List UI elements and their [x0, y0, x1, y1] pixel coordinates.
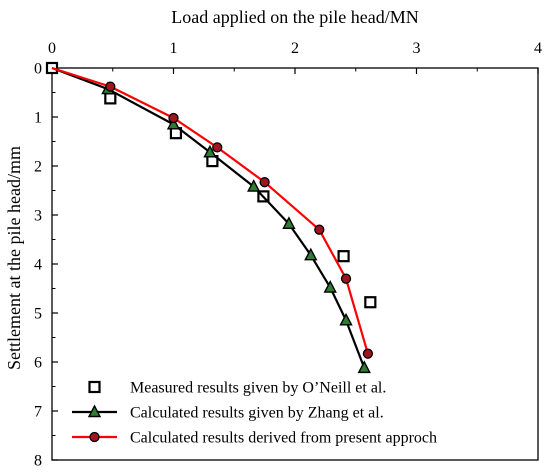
legend-marker-2 [87, 404, 102, 418]
x-axis-title: Load applied on the pile head/MN [171, 7, 418, 27]
legend: Measured results given by O’Neill et al.… [72, 380, 437, 447]
series-2-point [247, 179, 261, 192]
x-tick-label: 0 [48, 40, 56, 57]
series-2-point [166, 116, 181, 130]
series-3-line [51, 66, 369, 354]
series-2 [51, 66, 371, 374]
legend-label-3: Calculated results derived from present … [130, 430, 437, 447]
series-3-point [105, 81, 116, 92]
series-3-point [362, 348, 374, 359]
series-3-point [314, 224, 325, 235]
series-2-point [282, 216, 296, 230]
y-tick-label: 7 [34, 404, 42, 421]
y-tick-label: 5 [34, 306, 42, 323]
series-3-point [168, 112, 179, 124]
legend-label-2: Calculated results given by Zhang et al. [130, 405, 384, 422]
series-1 [45, 61, 377, 309]
series-3-point [340, 273, 352, 284]
series-layer [45, 61, 377, 374]
legend-marker-1 [88, 380, 101, 394]
y-tick-label: 1 [34, 110, 42, 127]
legend-label-1: Measured results given by O’Neill et al. [130, 380, 386, 397]
series-1-point [337, 250, 350, 263]
y-tick-label: 6 [34, 355, 42, 372]
series-2-point [203, 144, 217, 158]
legend-marker-3 [89, 431, 100, 443]
x-tick-label: 4 [534, 40, 542, 57]
y-tick-label: 0 [34, 61, 42, 78]
series-1-point [364, 296, 377, 309]
plot-frame [51, 67, 539, 461]
y-tick-label: 8 [34, 453, 42, 470]
y-tick-label: 3 [34, 208, 42, 225]
x-tick-label: 3 [413, 40, 421, 57]
series-2-point [323, 280, 337, 293]
x-axis-ticks: 0 1 2 3 4 [48, 40, 542, 74]
x-tick-label: 2 [291, 40, 299, 57]
series-3-point [259, 177, 270, 188]
plot-border [51, 67, 539, 461]
series-2-line [51, 66, 366, 369]
series-3-point [212, 142, 223, 153]
series-3 [51, 66, 374, 359]
y-axis-title: Settlement at the pile head/mm [4, 146, 24, 370]
y-axis-ticks: 0 1 2 3 4 5 6 7 8 [34, 61, 58, 470]
series-2-point [357, 360, 371, 374]
series-2-point [304, 247, 318, 261]
series-2-point [339, 312, 353, 326]
series-1-point [104, 92, 117, 105]
x-tick-label: 1 [170, 40, 178, 57]
y-tick-label: 4 [34, 257, 42, 274]
y-tick-label: 2 [34, 159, 42, 176]
